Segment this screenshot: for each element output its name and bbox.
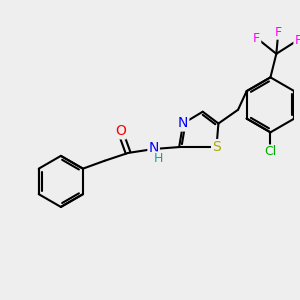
- Text: N: N: [148, 141, 159, 155]
- Text: Cl: Cl: [264, 146, 277, 158]
- Text: O: O: [115, 124, 126, 138]
- Text: H: H: [154, 152, 163, 165]
- Text: N: N: [178, 116, 188, 130]
- Text: F: F: [253, 32, 260, 45]
- Text: F: F: [294, 34, 300, 46]
- Text: F: F: [275, 26, 282, 39]
- Text: S: S: [212, 140, 221, 154]
